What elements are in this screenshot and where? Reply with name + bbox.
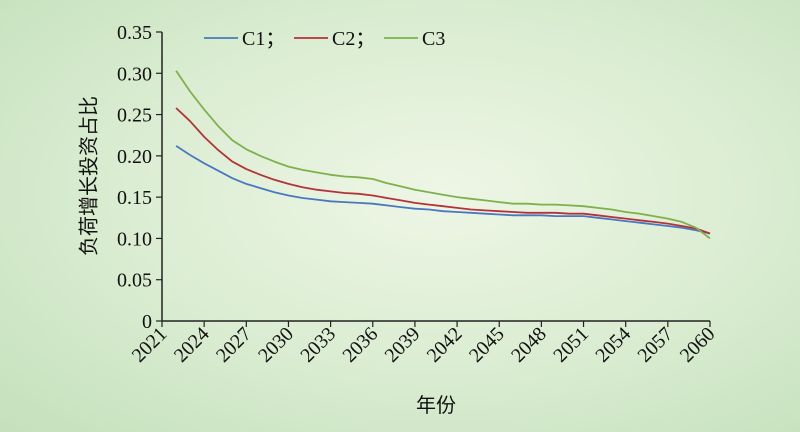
legend-label-1: C1；: [242, 28, 285, 50]
series-line-1: [175, 145, 711, 235]
x-tick-label: 2030: [254, 323, 298, 367]
y-tick-label: 0.30: [117, 63, 152, 85]
y-tick-label: 0.20: [117, 146, 152, 168]
x-tick-label: 2024: [170, 323, 214, 367]
x-tick-label: 2033: [296, 323, 340, 367]
series-lines: [175, 70, 711, 240]
y-tick-label: 0.10: [117, 228, 152, 250]
x-tick-label: 2045: [465, 323, 509, 367]
y-axis-title: 负荷增长投资占比: [77, 96, 101, 256]
axes: [161, 32, 710, 322]
x-tick-label: 2021: [128, 323, 172, 367]
x-tick-label: 2042: [423, 323, 467, 367]
series-line-3: [175, 70, 711, 240]
legend-label-3: C3: [422, 28, 445, 50]
x-tick-label: 2054: [591, 323, 635, 367]
legend-label-2: C2；: [332, 28, 375, 50]
y-tick-label: 0.35: [117, 22, 152, 44]
legend: C1； C2； C3: [204, 28, 445, 50]
y-tick-label: 0: [142, 311, 152, 333]
x-tick-label: 2039: [381, 323, 425, 367]
x-tick-label: 2051: [549, 323, 593, 367]
y-tick-label: 0.05: [117, 270, 152, 292]
series-line-2: [175, 107, 711, 235]
y-tick-label: 0.15: [117, 187, 152, 209]
x-tick-label: 2036: [338, 323, 382, 367]
x-tick-label: 2027: [212, 323, 256, 367]
y-tick-label: 0.25: [117, 105, 152, 127]
x-tick-label: 2057: [634, 323, 678, 367]
x-tick-label: 2060: [676, 323, 720, 367]
x-tick-label: 2048: [507, 323, 551, 367]
y-ticks: 0 0.05 0.10 0.15 0.20 0.25 0.30 0.35: [117, 22, 162, 333]
x-axis-title: 年份: [416, 393, 456, 417]
x-ticks: 2021202420272030203320362039204220452048…: [128, 321, 720, 367]
